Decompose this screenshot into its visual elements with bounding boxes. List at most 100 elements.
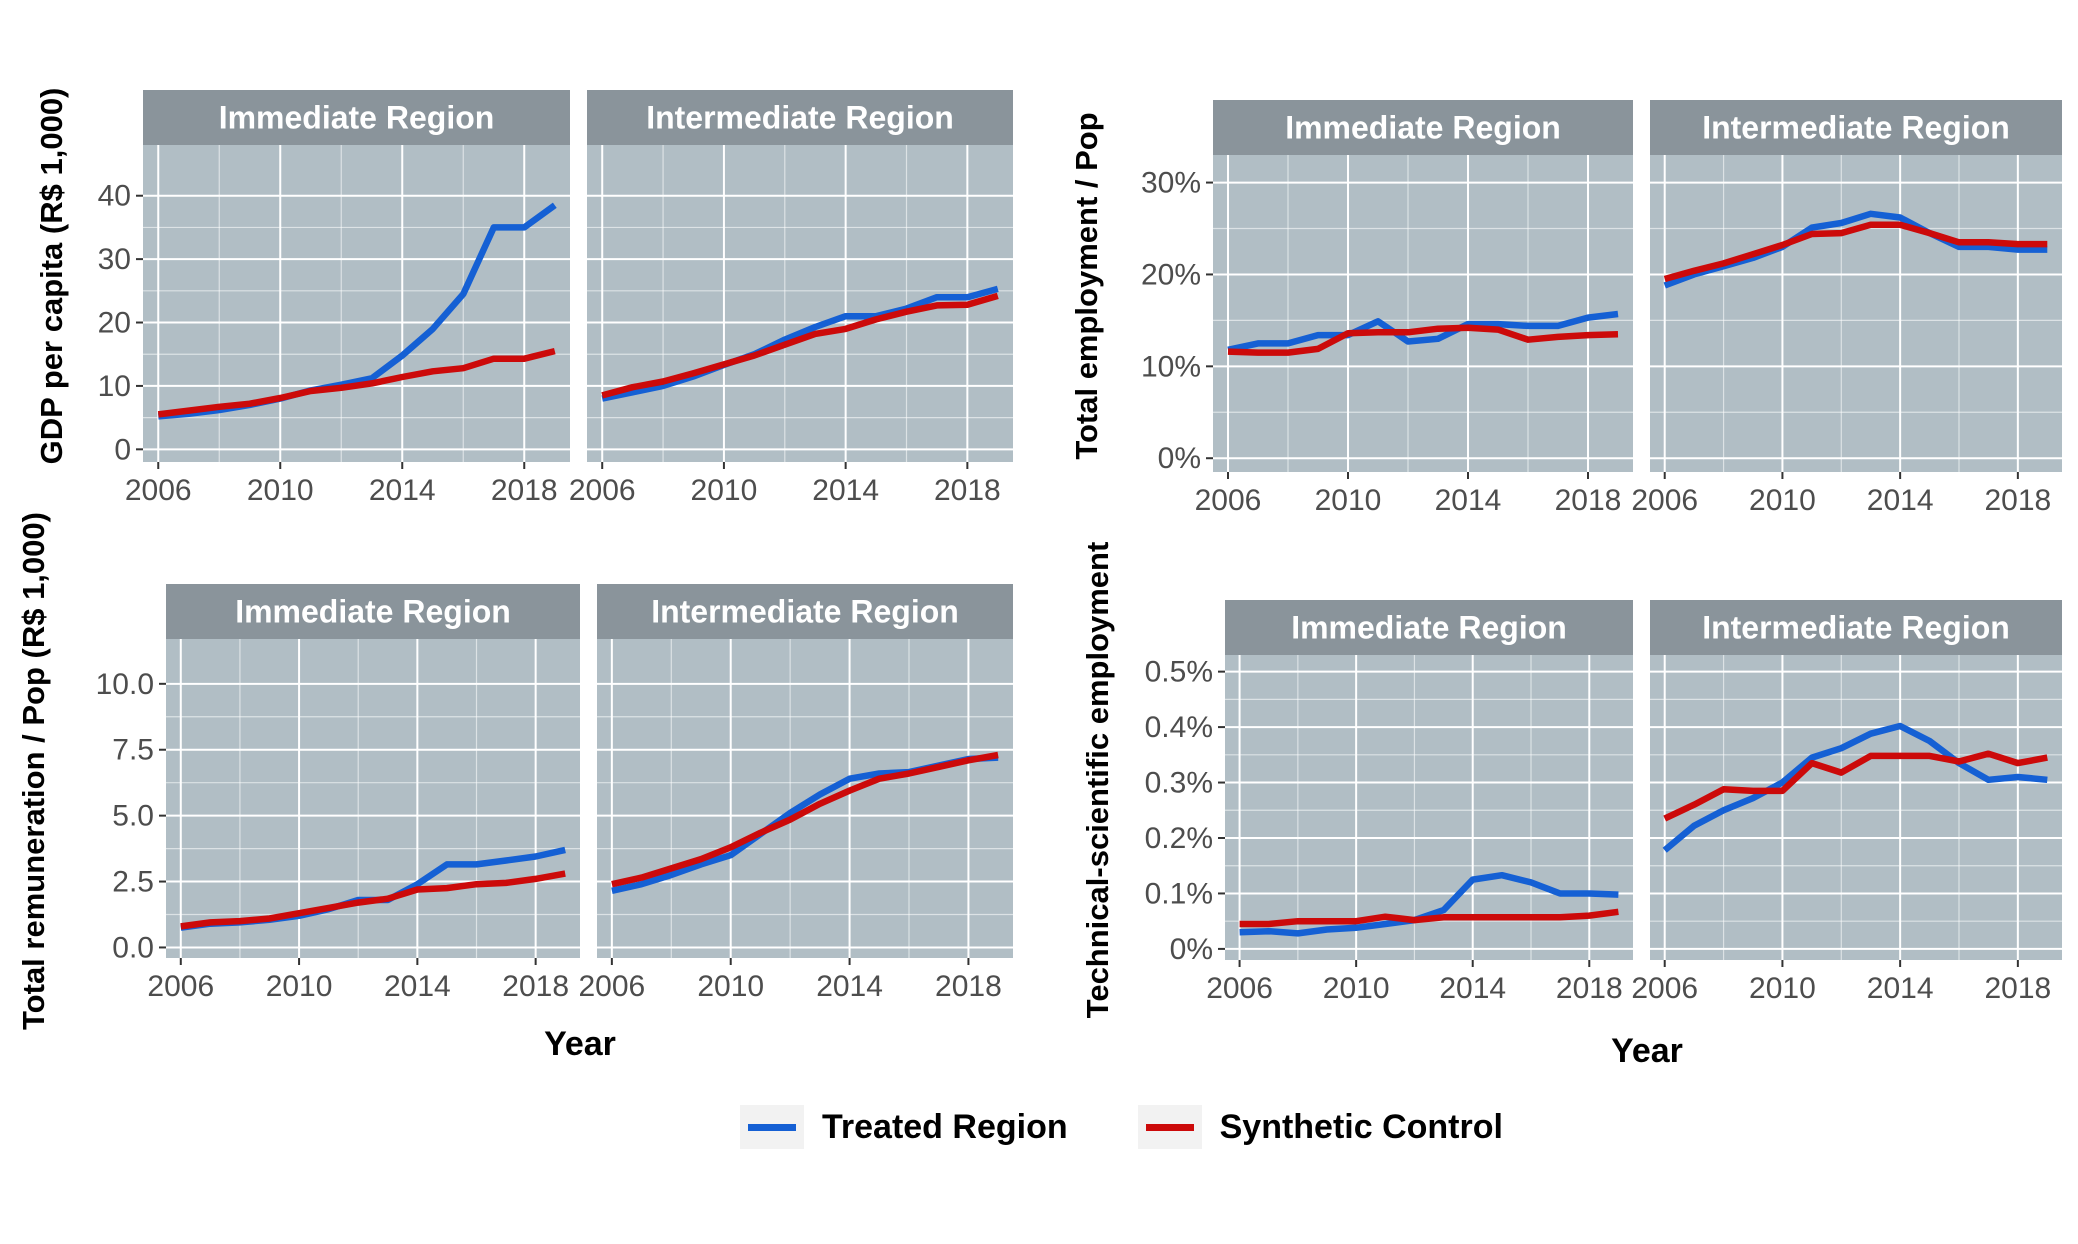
y-tick-label: 0 bbox=[114, 433, 131, 466]
x-axis-label: Year bbox=[544, 1025, 616, 1063]
x-tick-label: 2006 bbox=[578, 970, 645, 1003]
x-tick-label: 2014 bbox=[816, 970, 883, 1003]
x-tick-label: 2010 bbox=[697, 970, 764, 1003]
y-axis-label: Total remuneration / Pop (R$ 1,000) bbox=[16, 512, 51, 1030]
y-tick-label: 0.0 bbox=[112, 931, 154, 964]
x-tick-label: 2010 bbox=[691, 474, 758, 507]
y-tick-label: 10% bbox=[1141, 350, 1201, 383]
facet-strip bbox=[1213, 100, 1633, 155]
x-tick-label: 2010 bbox=[1749, 484, 1816, 517]
x-tick-label: 2018 bbox=[491, 474, 558, 507]
y-tick-label: 0% bbox=[1158, 442, 1201, 475]
y-tick-label: 2.5 bbox=[112, 866, 154, 899]
plot-panel bbox=[1213, 155, 1633, 472]
series-line-synthetic-control bbox=[180, 870, 566, 930]
y-tick-label: 0.5% bbox=[1145, 656, 1213, 689]
x-tick-label: 2010 bbox=[247, 474, 314, 507]
x-tick-label: 2014 bbox=[812, 474, 879, 507]
y-tick-label: 30 bbox=[98, 243, 131, 276]
x-tick-label: 2010 bbox=[266, 970, 333, 1003]
facet-title: Immediate Region bbox=[1291, 610, 1567, 646]
facet-immediate-region: Immediate Region 2006 2010 2014 2018 0.0 2.5 5.… bbox=[96, 584, 580, 1003]
legend-item-treated: Treated Region bbox=[740, 1105, 1068, 1149]
y-tick-label: 0.2% bbox=[1145, 822, 1213, 855]
facet-title: Immediate Region bbox=[219, 100, 495, 136]
x-tick-label: 2006 bbox=[125, 474, 192, 507]
facet-strip bbox=[166, 584, 580, 639]
series-line-synthetic-control bbox=[1663, 221, 2048, 283]
x-tick-label: 2018 bbox=[1984, 972, 2051, 1005]
legend-key-treated bbox=[740, 1105, 804, 1149]
facet-title: Intermediate Region bbox=[1702, 610, 2010, 646]
facet-intermediate-region: Intermediate Region 2006 2010 2014 2018 bbox=[578, 584, 1013, 1003]
x-tick-label: 2018 bbox=[1556, 972, 1623, 1005]
series-line-synthetic-control bbox=[1227, 324, 1619, 356]
facet-strip bbox=[1225, 600, 1633, 655]
series-line-synthetic-control bbox=[1239, 908, 1619, 928]
y-tick-label: 0.4% bbox=[1145, 711, 1213, 744]
facet-strip bbox=[1650, 100, 2062, 155]
x-tick-label: 2010 bbox=[1749, 972, 1816, 1005]
y-tick-label: 20 bbox=[98, 307, 131, 340]
x-tick-label: 2014 bbox=[1867, 484, 1934, 517]
x-tick-label: 2010 bbox=[1323, 972, 1390, 1005]
facet-immediate-region: Immediate Region 2006 2010 2014 2018 0% 10% 20%… bbox=[1141, 100, 1633, 517]
y-axis-label: Technical-scientific employment bbox=[1080, 542, 1115, 1019]
plot-panel bbox=[1650, 155, 2062, 472]
series-line-treated-region bbox=[1662, 722, 2048, 853]
y-axis-label: Total employment / Pop bbox=[1069, 112, 1104, 459]
y-tick-label: 20% bbox=[1141, 258, 1201, 291]
series-line-treated-region bbox=[1227, 310, 1619, 353]
plot-panel bbox=[166, 639, 580, 958]
facet-intermediate-region: Intermediate Region 2006 2010 2014 2018 bbox=[569, 90, 1013, 507]
y-tick-label: 0.1% bbox=[1145, 877, 1213, 910]
legend-label-treated: Treated Region bbox=[822, 1107, 1068, 1146]
plot-panel bbox=[1225, 655, 1633, 960]
y-tick-label: 10.0 bbox=[96, 668, 154, 701]
legend: Treated Region Synthetic Control bbox=[740, 1105, 1503, 1149]
series-line-synthetic-control bbox=[157, 347, 556, 418]
x-tick-label: 2006 bbox=[1195, 484, 1262, 517]
series-line-treated-region bbox=[601, 285, 999, 402]
x-tick-label: 2006 bbox=[1631, 484, 1698, 517]
facet-title: Immediate Region bbox=[1285, 110, 1561, 146]
x-tick-label: 2010 bbox=[1315, 484, 1382, 517]
x-axis-label: Year bbox=[1611, 1032, 1683, 1070]
facet-intermediate-region: Intermediate Region 2006 2010 2014 2018 bbox=[1631, 100, 2062, 517]
y-tick-label: 0.3% bbox=[1145, 767, 1213, 800]
x-tick-label: 2006 bbox=[1631, 972, 1698, 1005]
facet-strip bbox=[597, 584, 1013, 639]
x-tick-label: 2018 bbox=[1984, 484, 2051, 517]
x-tick-label: 2018 bbox=[934, 474, 1001, 507]
y-tick-label: 40 bbox=[98, 180, 131, 213]
y-tick-label: 10 bbox=[98, 370, 131, 403]
series-line-synthetic-control bbox=[1663, 750, 2048, 822]
facet-title: Intermediate Region bbox=[1702, 110, 2010, 146]
plot-panel bbox=[1650, 655, 2062, 960]
x-tick-label: 2014 bbox=[384, 970, 451, 1003]
chart-2: Total employment / Pop Immediate Region 20… bbox=[1069, 100, 2062, 517]
y-tick-label: 7.5 bbox=[112, 734, 154, 767]
facet-title: Intermediate Region bbox=[646, 100, 954, 136]
facet-intermediate-region: Intermediate Region 2006 2010 2014 2018 bbox=[1631, 600, 2062, 1005]
y-tick-label: 0% bbox=[1170, 933, 1213, 966]
x-tick-label: 2018 bbox=[1555, 484, 1622, 517]
chart-1: GDP per capita (R$ 1,000) Immediate Regio… bbox=[34, 88, 1013, 507]
x-tick-label: 2006 bbox=[569, 474, 636, 507]
facet-strip bbox=[1650, 600, 2062, 655]
x-tick-label: 2014 bbox=[369, 474, 436, 507]
y-axis-label: GDP per capita (R$ 1,000) bbox=[34, 88, 69, 465]
x-tick-label: 2014 bbox=[1867, 972, 1934, 1005]
y-tick-label: 5.0 bbox=[112, 800, 154, 833]
legend-item-synthetic: Synthetic Control bbox=[1137, 1105, 1503, 1149]
plot-panel bbox=[597, 639, 1013, 958]
legend-key-synthetic bbox=[1137, 1105, 1202, 1149]
facet-strip bbox=[143, 90, 570, 145]
chart-4: Technical-scientific employment Year Immed… bbox=[1080, 542, 2062, 1070]
x-tick-label: 2014 bbox=[1435, 484, 1502, 517]
series-line-synthetic-control bbox=[601, 292, 999, 399]
facet-strip bbox=[587, 90, 1013, 145]
y-tick-label: 30% bbox=[1141, 167, 1201, 200]
x-tick-label: 2018 bbox=[502, 970, 569, 1003]
